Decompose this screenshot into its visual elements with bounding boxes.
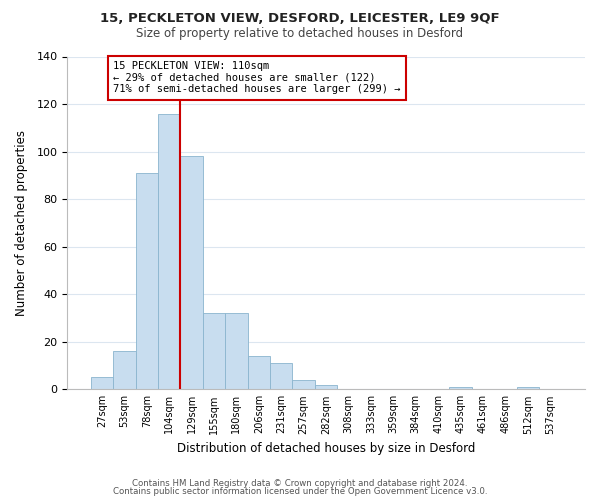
Text: Size of property relative to detached houses in Desford: Size of property relative to detached ho… — [136, 28, 464, 40]
Bar — [449, 387, 472, 390]
Bar — [292, 380, 315, 390]
Bar — [203, 313, 225, 390]
Bar — [517, 387, 539, 390]
Bar — [158, 114, 181, 390]
Y-axis label: Number of detached properties: Number of detached properties — [15, 130, 28, 316]
Text: Contains HM Land Registry data © Crown copyright and database right 2024.: Contains HM Land Registry data © Crown c… — [132, 478, 468, 488]
Bar — [315, 384, 337, 390]
Bar — [91, 378, 113, 390]
Bar — [270, 363, 292, 390]
Bar — [113, 352, 136, 390]
X-axis label: Distribution of detached houses by size in Desford: Distribution of detached houses by size … — [177, 442, 475, 455]
Bar — [225, 313, 248, 390]
Bar — [136, 173, 158, 390]
Bar — [181, 156, 203, 390]
Bar — [248, 356, 270, 390]
Text: 15, PECKLETON VIEW, DESFORD, LEICESTER, LE9 9QF: 15, PECKLETON VIEW, DESFORD, LEICESTER, … — [100, 12, 500, 26]
Text: Contains public sector information licensed under the Open Government Licence v3: Contains public sector information licen… — [113, 487, 487, 496]
Text: 15 PECKLETON VIEW: 110sqm
← 29% of detached houses are smaller (122)
71% of semi: 15 PECKLETON VIEW: 110sqm ← 29% of detac… — [113, 62, 401, 94]
